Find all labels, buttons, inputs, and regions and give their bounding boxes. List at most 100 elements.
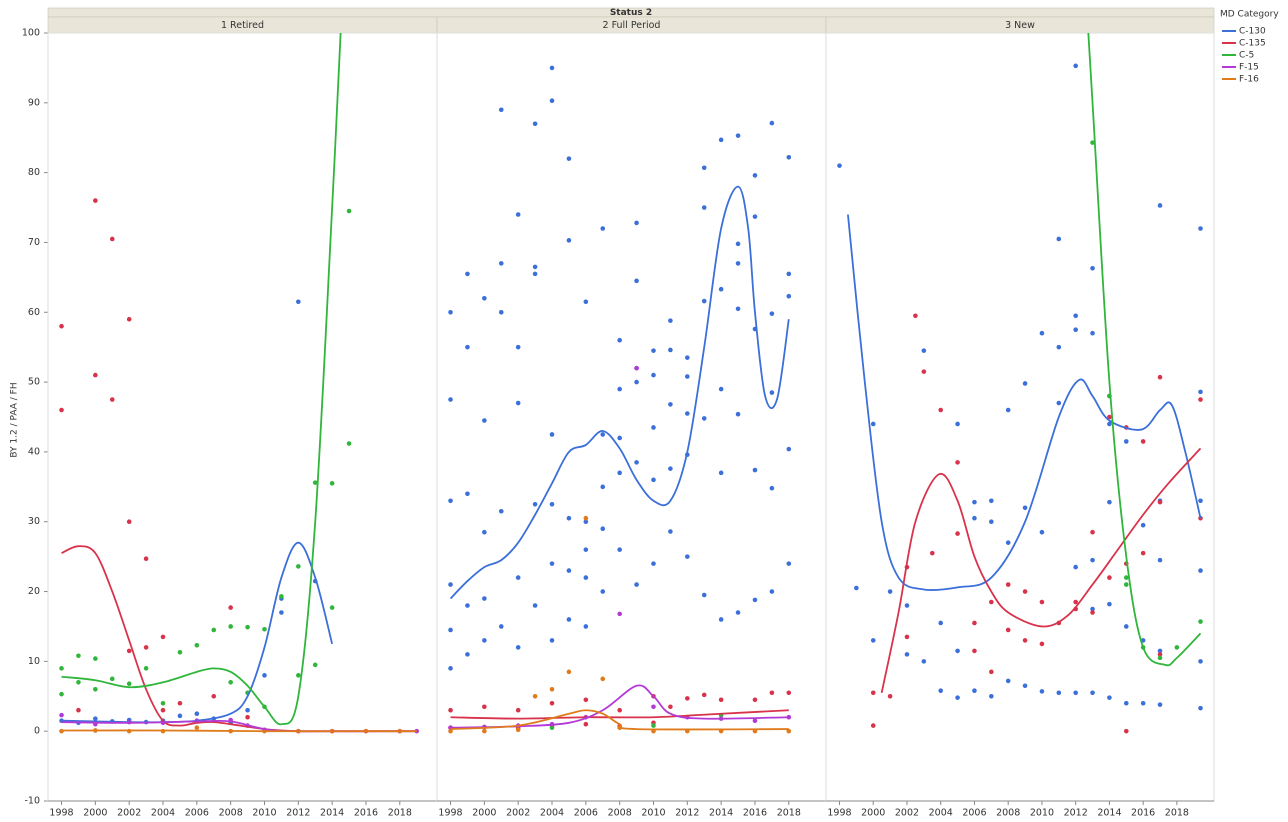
point [583,721,589,727]
y-tick-label: 80 [28,167,40,178]
smooth-line [450,709,789,720]
point [1198,568,1203,573]
point [955,421,960,427]
point [109,236,115,242]
smooth-line [1087,33,1202,667]
point [126,648,132,654]
point [668,318,673,323]
x-tick-label: 2016 [743,808,767,819]
point [1039,689,1045,694]
y-tick-label: 10 [28,656,40,667]
point [549,700,555,706]
point [718,386,724,392]
point [482,638,487,643]
point [887,589,893,594]
point [938,620,944,626]
point [126,519,132,525]
point [448,728,453,734]
point [921,659,927,664]
point [1056,236,1062,242]
point [1005,678,1011,684]
point [1123,624,1129,629]
point [566,238,572,243]
legend-title: MD Category [1220,10,1279,20]
point [617,386,622,392]
point [786,154,792,160]
point [1107,421,1112,427]
y-tick-label: -10 [24,796,40,807]
point [701,205,707,210]
point [1039,641,1045,647]
point [651,372,656,378]
point [143,645,149,650]
point [600,484,606,490]
point [1140,700,1146,706]
point [769,485,775,491]
point [1157,557,1163,563]
point [955,695,960,700]
point [1174,645,1180,650]
point [583,515,589,521]
point [194,725,200,730]
smooth-line [450,709,789,731]
point [549,725,555,730]
point [1073,313,1078,319]
panel-frame [47,32,438,802]
point [735,241,741,247]
y-tick-label: 20 [28,586,40,597]
point [870,638,876,643]
point [126,316,132,322]
point [668,402,673,407]
point [769,311,775,316]
point [109,397,115,402]
point [532,121,538,127]
point [1198,389,1203,395]
point [1140,439,1146,444]
x-tick-label: 2004 [540,808,564,819]
x-tick-label: 2000 [861,808,885,819]
panel-frame [436,32,827,802]
x-tick-label: 1998 [827,808,851,819]
panel-label: 1 Retired [221,20,264,31]
point [617,707,622,713]
point [76,653,81,659]
point [1073,327,1078,333]
panel-plot [837,33,1203,734]
smooth-line [61,541,334,724]
point [617,470,622,476]
point [482,418,487,423]
point [955,648,960,654]
point [617,611,622,617]
point [634,379,639,385]
point [482,529,487,535]
point [769,120,775,126]
point [93,656,98,661]
point [1198,397,1203,402]
point [634,582,639,587]
point [245,707,250,713]
point [126,681,132,687]
point [1198,226,1203,231]
point [93,198,98,203]
point [532,693,538,699]
point [668,529,673,534]
point [448,707,453,713]
smooth-line [61,729,417,733]
point [786,293,792,299]
smooth-line [61,545,417,733]
point [634,278,639,284]
x-tick-label: 2014 [709,808,733,819]
point [1073,690,1078,696]
point [76,680,81,685]
point [1157,702,1163,707]
x-tick-label: 2018 [777,808,801,819]
point [955,460,960,465]
point [482,596,487,601]
x-tick-label: 2018 [388,808,412,819]
point [752,214,758,219]
point [718,697,724,703]
point [786,690,792,696]
point [600,676,606,682]
point [566,669,572,675]
x-tick-label: 2010 [641,808,665,819]
